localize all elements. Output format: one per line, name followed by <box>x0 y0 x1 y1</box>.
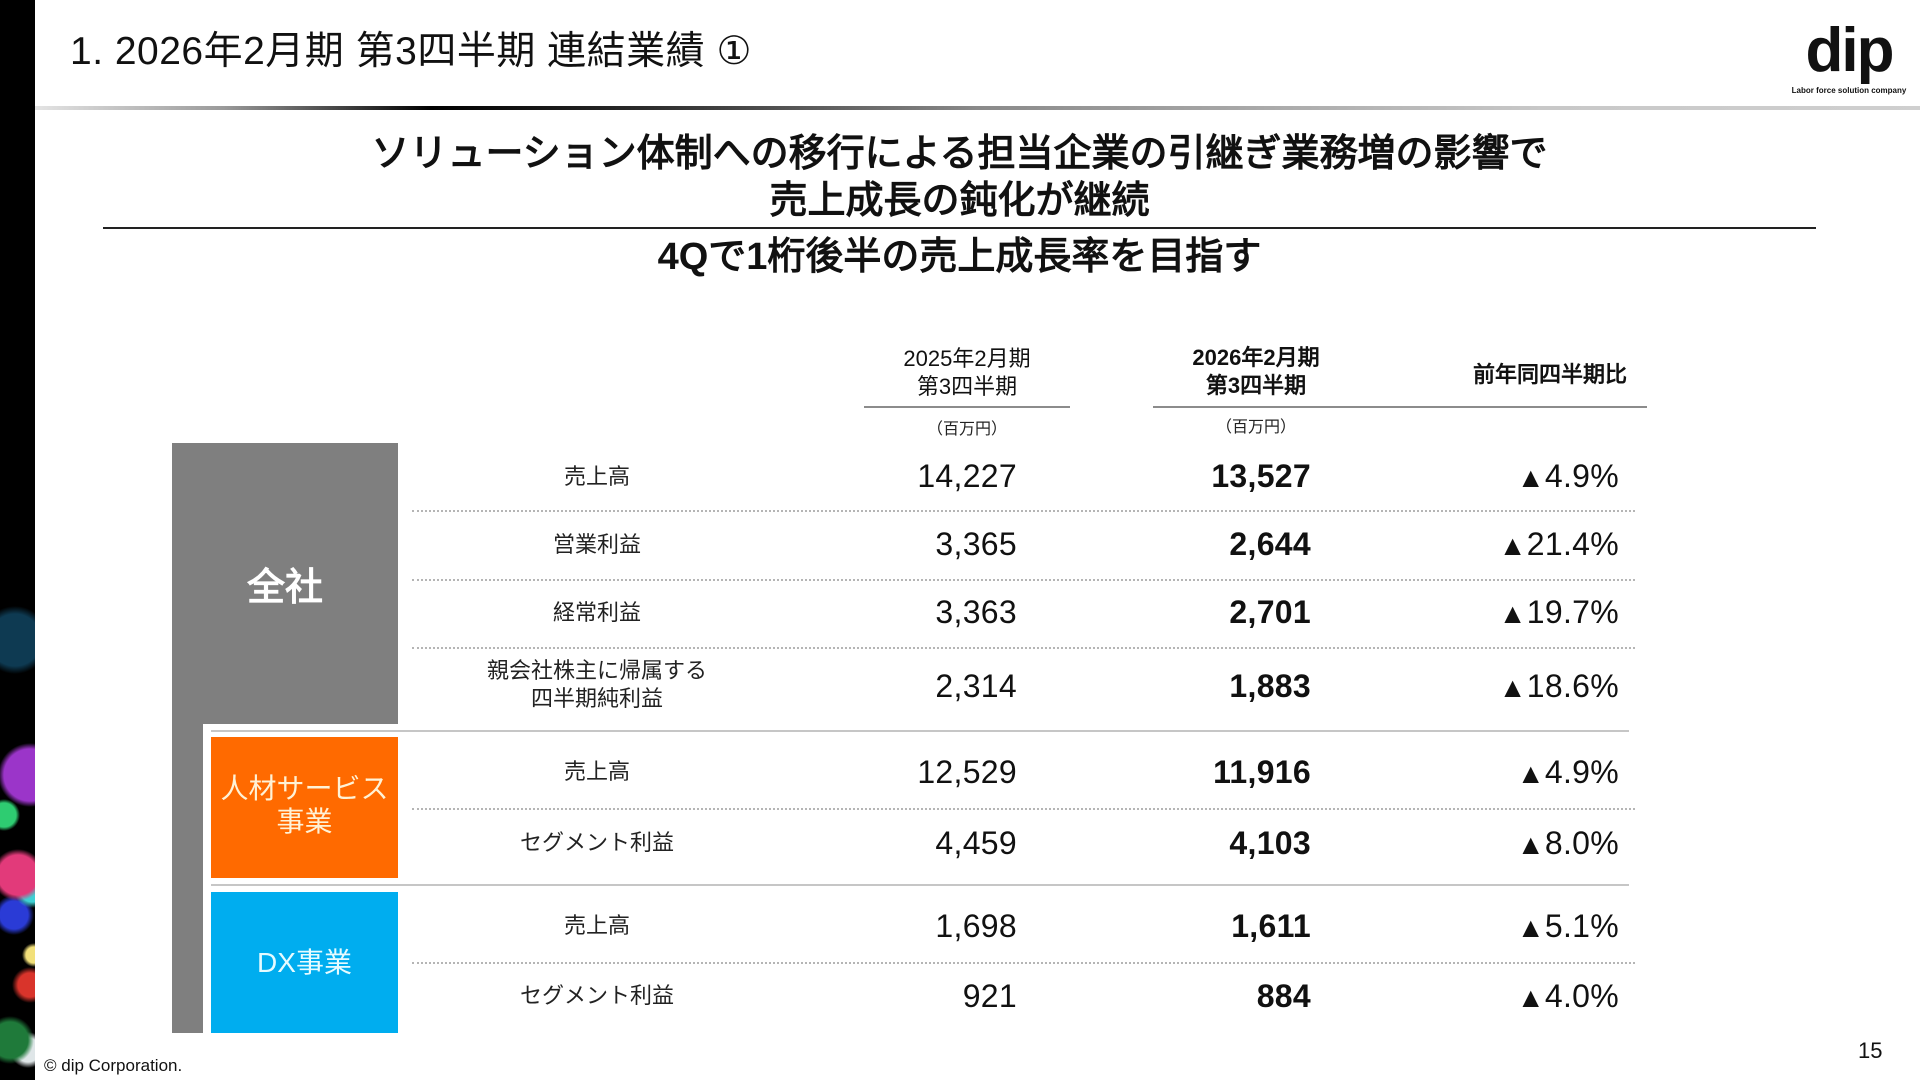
decline-triangle-icon: ▲ <box>1516 912 1545 943</box>
group-dx: DX事業 <box>211 892 398 1033</box>
decline-triangle-icon: ▲ <box>1516 462 1545 493</box>
group-label-line: 人材サービス <box>220 772 389 804</box>
headline-line-2: 売上成長の鈍化が継続 <box>769 180 1150 222</box>
group-label: DX事業 <box>257 947 352 978</box>
yoy-percent: 18.6% <box>1526 668 1619 704</box>
group-label: 全社 <box>246 567 323 609</box>
yoy-percent: 4.9% <box>1544 754 1619 790</box>
column-header-line: 第3四半期 <box>1205 373 1307 398</box>
value-prev: 12,529 <box>917 754 1017 790</box>
logo-tagline: Labor force solution company <box>1791 86 1907 95</box>
decline-triangle-icon: ▲ <box>1498 598 1527 629</box>
decline-triangle-icon: ▲ <box>1516 829 1545 860</box>
value-curr: 2,644 <box>1229 526 1311 562</box>
value-curr: 2,701 <box>1229 594 1311 630</box>
value-prev: 3,363 <box>935 594 1017 630</box>
group-hr-services: 人材サービス 事業 <box>211 737 398 878</box>
copyright-notice: © dip Corporation. <box>44 1056 183 1075</box>
value-prev: 921 <box>962 978 1017 1014</box>
row-label-net-sales: 売上高 <box>563 464 630 489</box>
row-divider <box>412 510 1635 512</box>
unit-label: （百万円） <box>926 421 1007 438</box>
group-label: 人材サービス 事業 <box>211 737 398 878</box>
row-divider <box>412 808 1635 810</box>
group-company-wide: 全社 <box>172 443 398 724</box>
row-label-segment-profit: セグメント利益 <box>519 983 674 1008</box>
value-prev: 14,227 <box>917 458 1017 494</box>
value-yoy: ▲21.4% <box>1420 526 1619 564</box>
row-label-net-income: 親会社株主に帰属する 四半期純利益 <box>430 657 764 713</box>
title-divider <box>35 106 1920 110</box>
row-label-segment-profit: セグメント利益 <box>519 830 674 855</box>
value-curr: 1,611 <box>1231 908 1311 944</box>
value-curr: 13,527 <box>1211 458 1311 494</box>
row-divider <box>412 579 1635 581</box>
value-yoy: ▲19.7% <box>1420 594 1619 632</box>
value-curr: 4,103 <box>1229 825 1311 861</box>
decorative-side-strip <box>0 0 35 1080</box>
yoy-percent: 5.1% <box>1544 908 1619 944</box>
decline-triangle-icon: ▲ <box>1516 982 1545 1013</box>
logo-wordmark: dip <box>1805 16 1895 85</box>
column-header-yoy: 前年同四半期比 <box>1472 362 1627 387</box>
value-yoy: ▲4.9% <box>1420 754 1619 792</box>
column-header-line: 第3四半期 <box>916 374 1018 399</box>
value-yoy: ▲4.9% <box>1420 458 1619 496</box>
yoy-percent: 4.9% <box>1544 458 1619 494</box>
group-divider <box>211 884 1629 886</box>
yoy-percent: 21.4% <box>1526 526 1619 562</box>
unit-label: （百万円） <box>1215 419 1296 436</box>
column-header-fy2026-q3: 2026年2月期 第3四半期 <box>1153 344 1359 400</box>
row-label-line: 親会社株主に帰属する <box>486 658 707 683</box>
group-divider <box>211 730 1629 732</box>
value-curr: 1,883 <box>1229 668 1311 704</box>
row-label-ordinary-income: 経常利益 <box>552 600 641 625</box>
value-yoy: ▲18.6% <box>1420 668 1619 706</box>
row-label-line: 四半期純利益 <box>530 686 663 711</box>
value-curr: 11,916 <box>1213 754 1311 790</box>
headline-divider <box>103 227 1816 229</box>
value-yoy: ▲4.0% <box>1420 978 1619 1016</box>
yoy-percent: 8.0% <box>1544 825 1619 861</box>
value-yoy: ▲5.1% <box>1420 908 1619 946</box>
value-prev: 3,365 <box>935 526 1017 562</box>
column-header-line: 2025年2月期 <box>903 346 1031 371</box>
group-label-line: 事業 <box>276 805 333 837</box>
value-prev: 2,314 <box>935 668 1017 704</box>
value-yoy: ▲8.0% <box>1420 825 1619 863</box>
page-number: 15 <box>1858 1038 1883 1063</box>
value-prev: 1,698 <box>935 908 1017 944</box>
row-label-net-sales: 売上高 <box>563 759 630 784</box>
row-label-net-sales: 売上高 <box>563 913 630 938</box>
decline-triangle-icon: ▲ <box>1516 758 1545 789</box>
decline-triangle-icon: ▲ <box>1498 530 1527 561</box>
column-underline <box>1153 406 1647 408</box>
row-divider <box>412 962 1635 964</box>
column-underline <box>864 406 1070 408</box>
value-curr: 884 <box>1256 978 1311 1014</box>
page-title: 1. 2026年2月期 第3四半期 連結業績 ① <box>70 30 752 73</box>
decline-triangle-icon: ▲ <box>1498 672 1527 703</box>
value-prev: 4,459 <box>935 825 1017 861</box>
row-divider <box>412 647 1635 649</box>
yoy-percent: 19.7% <box>1526 594 1619 630</box>
column-header-line: 2026年2月期 <box>1192 345 1320 370</box>
row-label-operating-income: 営業利益 <box>552 532 641 557</box>
column-header-fy2025-q3: 2025年2月期 第3四半期 <box>864 345 1070 401</box>
headline-line-1: ソリューション体制への移行による担当企業の引継ぎ業務増の影響で <box>371 133 1548 175</box>
headline-line-3: 4Qで1桁後半の売上成長率を目指す <box>657 236 1262 278</box>
dip-logo: dip Labor force solution company <box>1790 20 1908 100</box>
yoy-percent: 4.0% <box>1544 978 1619 1014</box>
